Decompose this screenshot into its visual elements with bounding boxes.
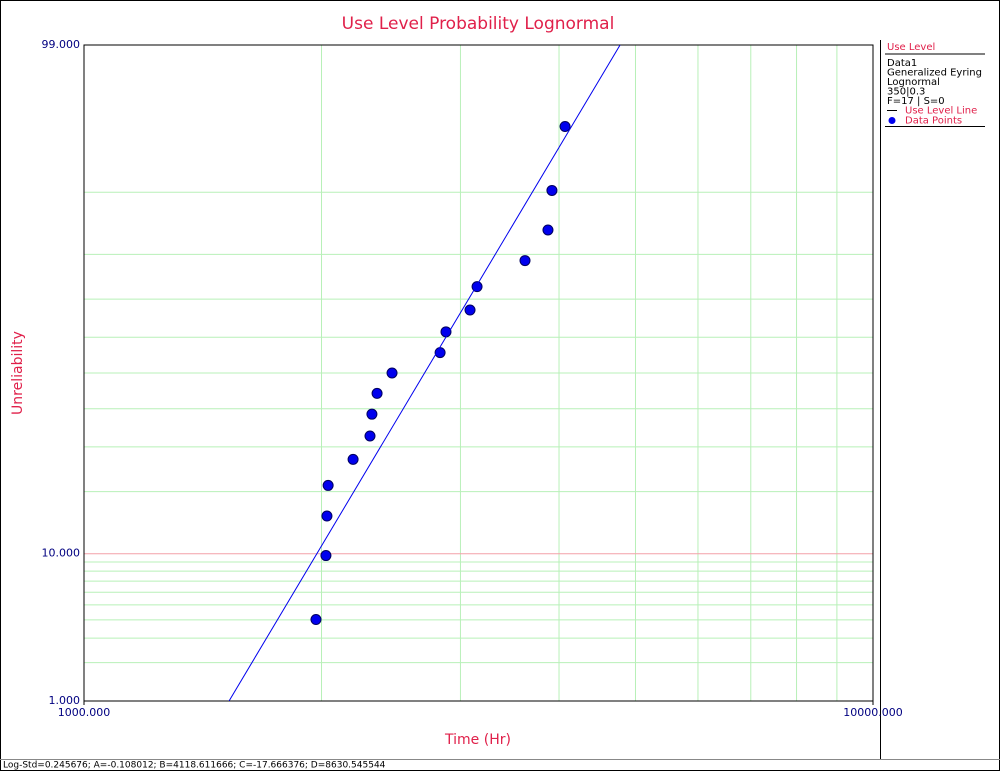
data-point xyxy=(559,120,571,132)
legend-text: Lognormal xyxy=(887,77,940,88)
fit-line xyxy=(228,45,621,701)
data-point xyxy=(386,367,398,379)
data-point xyxy=(322,479,334,491)
data-point xyxy=(347,453,359,465)
y-tick-label: 99.000 xyxy=(42,38,81,51)
x-axis-label: Time (Hr) xyxy=(444,732,511,748)
x-tick-label: 10000.000 xyxy=(843,706,903,719)
y-tick-label: 1.000 xyxy=(49,694,81,707)
legend-text: 350|0.3 xyxy=(887,87,925,98)
plot-area xyxy=(83,44,874,702)
legend-swatch xyxy=(888,117,896,124)
data-point xyxy=(464,304,476,316)
legend-entry: Data Points xyxy=(905,116,962,127)
data-point xyxy=(366,408,378,420)
data-point xyxy=(364,430,376,442)
legend-title: Use Level xyxy=(887,42,935,53)
y-tick-label: 10.000 xyxy=(42,547,81,560)
data-point xyxy=(546,184,558,196)
footer: Log-Std=0.245676; A=-0.108012; B=4118.61… xyxy=(3,761,386,771)
data-point xyxy=(519,255,531,267)
legend-text: Generalized Eyring xyxy=(887,68,982,79)
data-point xyxy=(321,510,333,522)
data-point xyxy=(542,224,554,236)
x-tick-label: 1000.000 xyxy=(58,706,111,719)
legend-text: F=17 | S=0 xyxy=(887,96,945,107)
legend-text: Data1 xyxy=(887,58,917,69)
y-axis-label: Unreliability xyxy=(10,331,26,415)
chart-title: Use Level Probability Lognormal xyxy=(342,14,615,34)
data-point xyxy=(371,387,383,399)
data-point xyxy=(320,550,332,562)
data-point xyxy=(310,614,322,626)
legend-entry: Use Level Line xyxy=(905,106,977,117)
